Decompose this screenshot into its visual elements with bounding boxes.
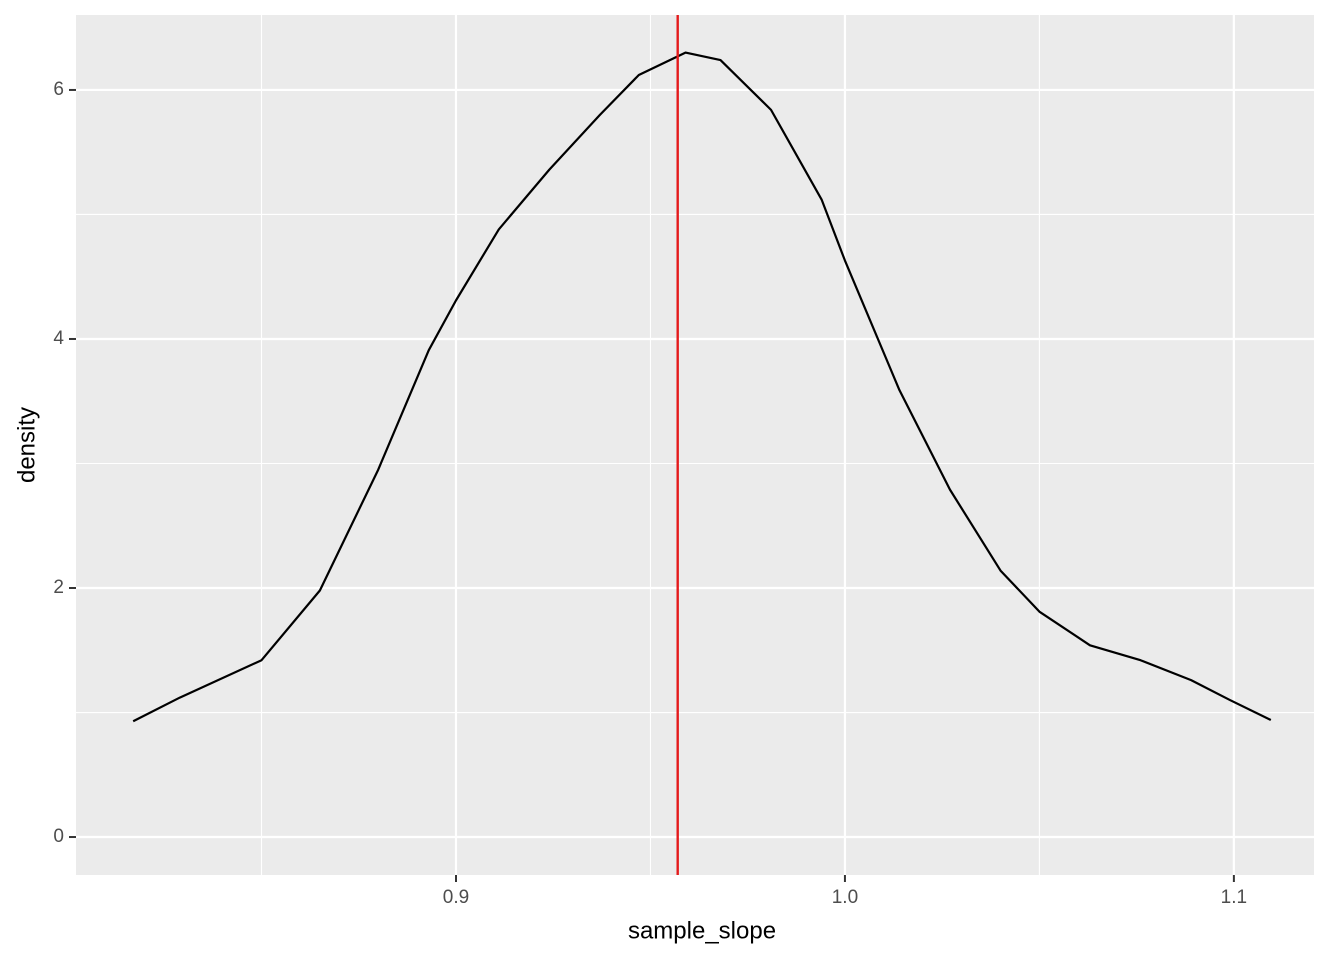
panel <box>76 15 1314 875</box>
y-tick-label: 6 <box>53 79 64 100</box>
y-tick-label: 4 <box>53 328 64 349</box>
x-tick-label: 1.0 <box>832 887 858 908</box>
x-tick-label: 1.1 <box>1221 887 1247 908</box>
grid <box>76 15 1314 875</box>
y-axis-title: density <box>13 407 40 483</box>
y-tick-label: 0 <box>53 826 64 847</box>
x-axis-title: sample_slope <box>628 917 776 944</box>
density-line <box>132 51 1272 723</box>
x-tick-label: 0.9 <box>443 887 469 908</box>
marks <box>132 15 1272 875</box>
y-tick-label: 2 <box>53 577 64 598</box>
